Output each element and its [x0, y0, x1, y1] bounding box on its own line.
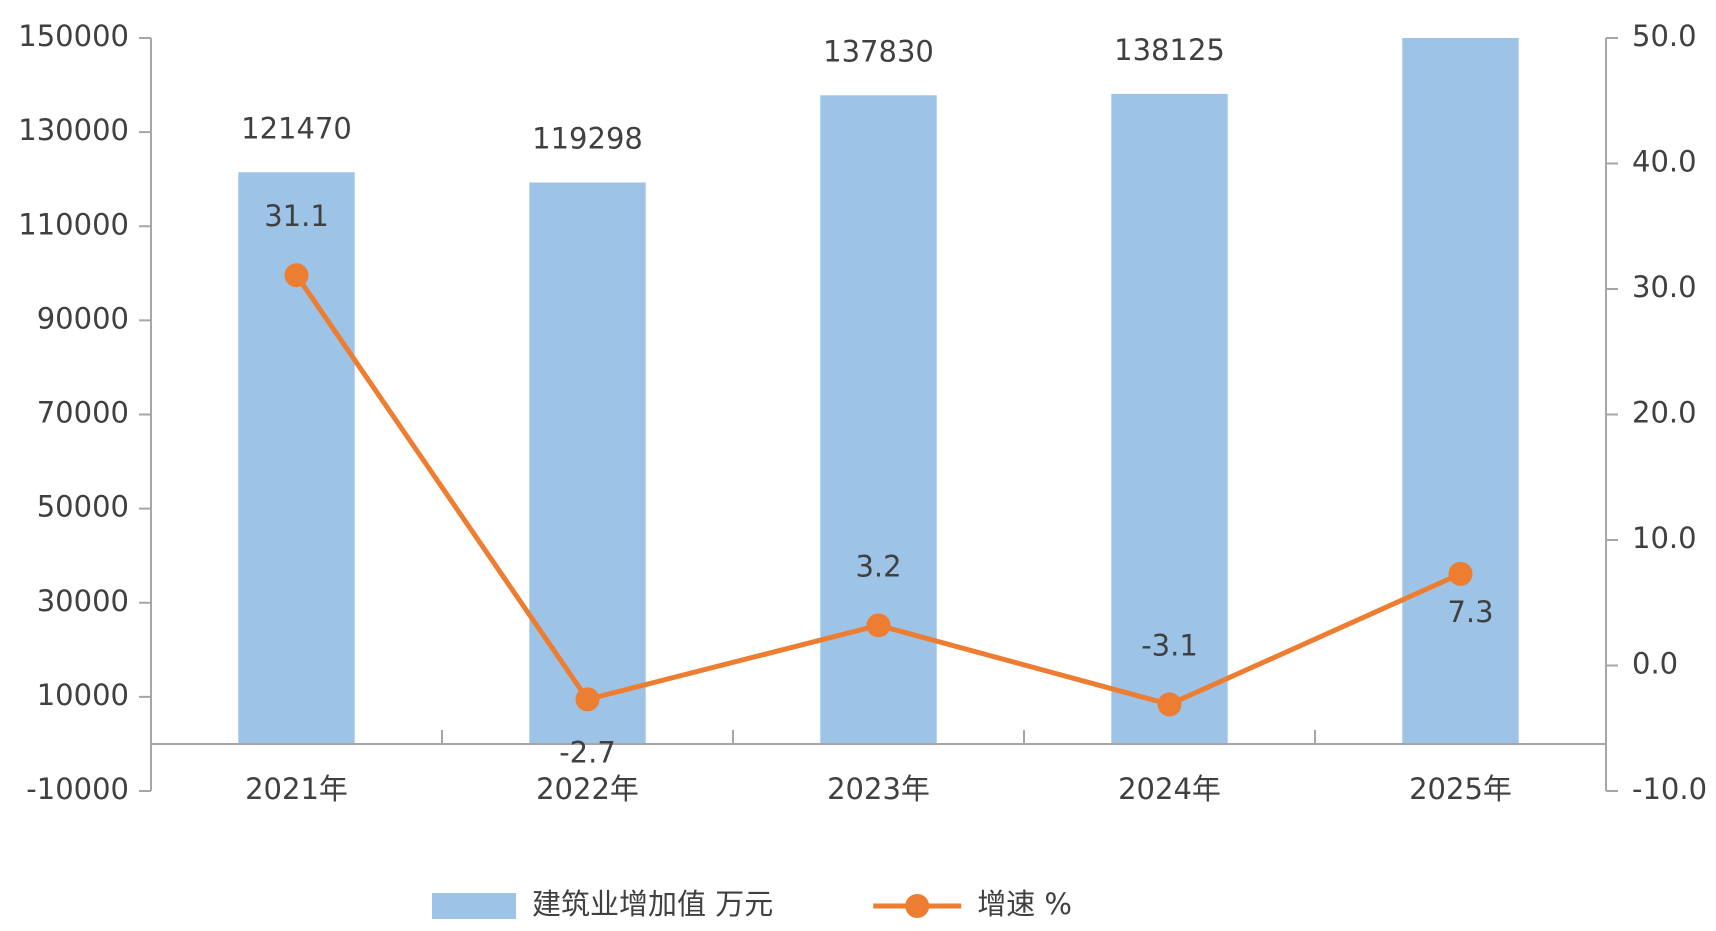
y2-tick-label: 20.0 — [1632, 396, 1697, 430]
legend-label: 增速 % — [977, 887, 1072, 921]
bar-value-label: 121470 — [241, 111, 352, 145]
x-tick-label: 2023年 — [827, 772, 930, 806]
y-tick-label: 30000 — [37, 584, 129, 618]
x-tick-label: 2021年 — [245, 772, 348, 806]
y2-tick-label: 50.0 — [1632, 19, 1697, 53]
legend-swatch — [432, 893, 516, 919]
legend-swatch — [905, 894, 930, 918]
y2-tick-label: 30.0 — [1632, 270, 1697, 304]
x-tick-label: 2025年 — [1409, 772, 1512, 806]
bar — [529, 182, 646, 744]
y-tick-label: 90000 — [37, 301, 129, 335]
x-tick-label: 2022年 — [536, 772, 639, 806]
line-value-label: -2.7 — [559, 735, 616, 769]
y-tick-label: 70000 — [37, 396, 129, 430]
y2-tick-label: 0.0 — [1632, 647, 1678, 681]
y2-tick-label: 40.0 — [1632, 145, 1697, 179]
bar — [238, 172, 355, 744]
line-marker — [1448, 561, 1473, 586]
bar — [1402, 38, 1519, 744]
x-tick-label: 2024年 — [1118, 772, 1221, 806]
bar — [820, 95, 937, 744]
y-tick-label: 130000 — [18, 113, 129, 147]
y2-tick-label: -10.0 — [1632, 772, 1707, 806]
y-tick-label: 50000 — [37, 490, 129, 524]
line-marker — [575, 687, 600, 712]
line-marker — [1157, 692, 1182, 717]
line-marker — [866, 613, 891, 638]
y2-tick-label: 10.0 — [1632, 521, 1697, 555]
y-tick-label: 150000 — [18, 19, 129, 53]
line-value-label: 3.2 — [855, 549, 901, 583]
y-tick-label: -10000 — [26, 772, 129, 806]
bar — [1111, 93, 1228, 744]
line-value-label: -3.1 — [1141, 628, 1198, 662]
bar-value-label: 119298 — [532, 121, 643, 155]
y-tick-label: 10000 — [37, 678, 129, 712]
bar-value-label: 138125 — [1114, 33, 1225, 67]
y-tick-label: 110000 — [18, 207, 129, 241]
line-value-label: 31.1 — [264, 199, 329, 233]
line-marker — [284, 263, 309, 288]
line-value-label: 7.3 — [1447, 595, 1493, 629]
legend-label: 建筑业增加值 万元 — [532, 887, 773, 921]
bar-value-label: 137830 — [823, 34, 934, 68]
